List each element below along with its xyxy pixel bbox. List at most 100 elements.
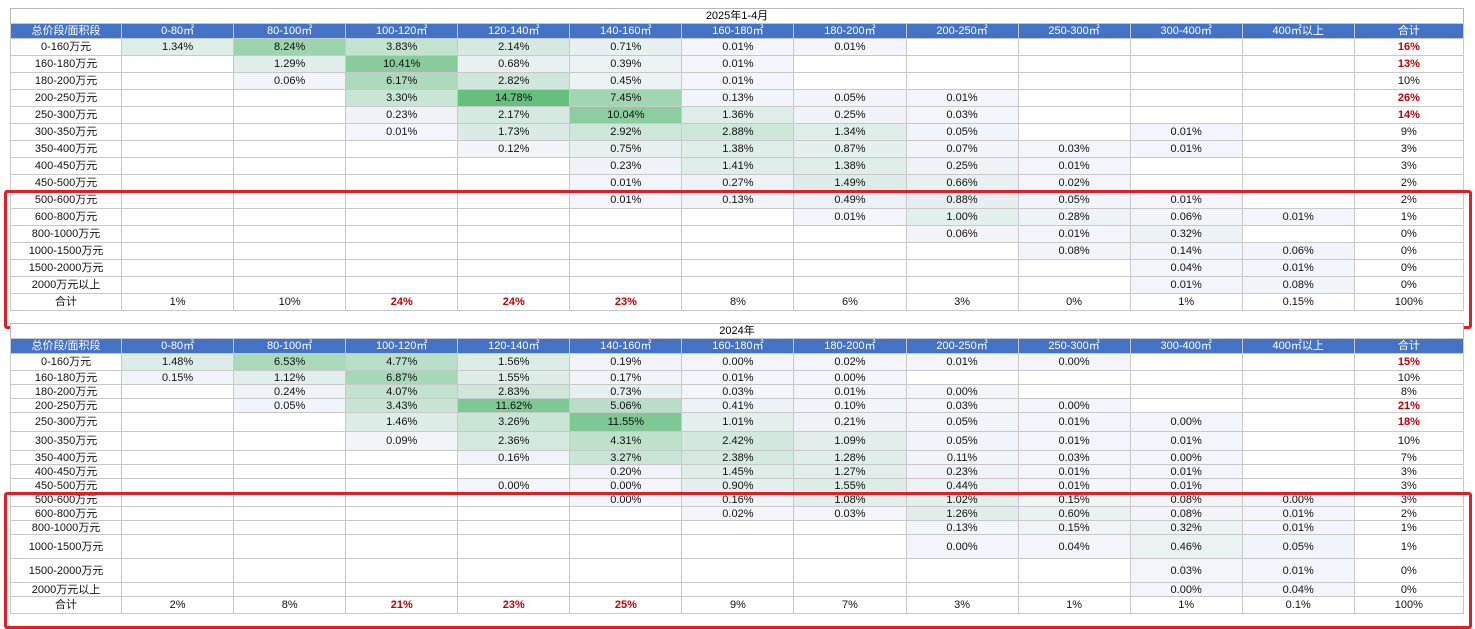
row-total-cell: 18% — [1353, 412, 1465, 432]
table-cell — [1241, 450, 1355, 465]
table-cell — [569, 506, 683, 521]
table-cell: 0.00% — [1017, 398, 1131, 413]
table-cell: 2.17% — [457, 106, 571, 124]
row-label: 合计 — [9, 293, 123, 311]
table-cell: 0.04% — [1017, 534, 1131, 559]
table-cell — [345, 464, 459, 479]
column-header: 160-180㎡ — [681, 338, 795, 354]
table-cell: 21% — [345, 596, 459, 614]
table-cell: 0.00% — [1241, 492, 1355, 507]
row-total-cell: 0% — [1353, 259, 1465, 277]
column-header: 200-250㎡ — [905, 23, 1019, 39]
table-cell — [905, 72, 1019, 90]
table-cell — [233, 225, 347, 243]
table-cell — [1241, 174, 1355, 192]
table-cell — [1129, 38, 1243, 56]
table-cell — [457, 174, 571, 192]
table-cell: 0.01% — [1129, 276, 1243, 294]
table-cell — [233, 431, 347, 451]
column-header: 180-200㎡ — [793, 23, 907, 39]
table-cell — [233, 558, 347, 583]
table-cell — [121, 398, 235, 413]
table-cell — [121, 558, 235, 583]
table-cell: 0.45% — [569, 72, 683, 90]
table-row: 800-1000万元 0.06% 0.01% 0.32% 0% — [9, 225, 1465, 243]
table-cell — [457, 242, 571, 260]
table-cell: 0.05% — [233, 398, 347, 413]
table-cell: 4.77% — [345, 353, 459, 371]
table-cell: 0.01% — [1241, 208, 1355, 226]
table-cell: 7% — [793, 596, 907, 614]
total-row: 合计 1% 10% 24% 24% 23% 8% 6% 3% 0% 1% 0.15% 100% — [9, 293, 1465, 311]
table-cell: 1.34% — [793, 123, 907, 141]
table-cell — [1241, 384, 1355, 399]
table-cell: 3% — [905, 596, 1019, 614]
column-header: 180-200㎡ — [793, 338, 907, 354]
table-cell: 8% — [233, 596, 347, 614]
table-cell: 0.00% — [1129, 582, 1243, 597]
table-cell: 0.03% — [793, 506, 907, 521]
table-cell: 3.43% — [345, 398, 459, 413]
table-cell: 0.01% — [1017, 431, 1131, 451]
table-cell: 0.02% — [681, 506, 795, 521]
column-header: 0-80㎡ — [121, 338, 235, 354]
table-cell: 0.21% — [793, 412, 907, 432]
table-cell: 0.01% — [905, 353, 1019, 371]
table-cell: 3.30% — [345, 89, 459, 107]
table-cell — [793, 55, 907, 73]
table-cell: 0.00% — [905, 534, 1019, 559]
table-cell: 0.01% — [1241, 558, 1355, 583]
table-cell — [345, 191, 459, 209]
table-cell — [233, 259, 347, 277]
table-cell: 0.01% — [1017, 464, 1131, 479]
table-cell: 3.26% — [457, 412, 571, 432]
table-cell: 1.01% — [681, 412, 795, 432]
table-cell: 0.01% — [1129, 431, 1243, 451]
table-row: 350-400万元 0.16% 3.27% 2.38% 1.28% 0.11% 0.03% 0… — [9, 450, 1465, 465]
table-cell: 10.04% — [569, 106, 683, 124]
table-cell: 0.32% — [1129, 225, 1243, 243]
table-cell: 1.55% — [457, 370, 571, 385]
table-cell — [569, 242, 683, 260]
table-cell: 14.78% — [457, 89, 571, 107]
table-title: 2025年1-4月 — [10, 8, 1464, 23]
table-cell — [121, 412, 235, 432]
table-cell: 0.15% — [121, 370, 235, 385]
row-label: 300-350万元 — [9, 123, 123, 141]
table-cell: 0.32% — [1129, 520, 1243, 535]
table-cell: 1.45% — [681, 464, 795, 479]
table-cell: 0.01% — [681, 38, 795, 56]
table-cell: 0.00% — [1017, 353, 1131, 371]
table-cell: 0.01% — [1129, 191, 1243, 209]
price-area-matrix-2024: 总价段/面积段 0-80㎡ 80-100㎡ 100-120㎡ 120-140㎡ 140-1… — [9, 338, 1465, 614]
table-cell: 0.01% — [905, 89, 1019, 107]
table-cell: 0.12% — [457, 140, 571, 158]
row-label: 300-350万元 — [9, 431, 123, 451]
table-cell — [121, 191, 235, 209]
table-cell: 0.00% — [457, 478, 571, 493]
table-cell: 0.25% — [905, 157, 1019, 175]
table-cell — [905, 38, 1019, 56]
table-cell: 0.00% — [569, 492, 683, 507]
table-cell: 1.55% — [793, 478, 907, 493]
table-cell: 0.41% — [681, 398, 795, 413]
table-cell — [681, 534, 795, 559]
table-cell — [1129, 72, 1243, 90]
table-cell — [793, 72, 907, 90]
table-cell — [1129, 89, 1243, 107]
table-cell — [121, 225, 235, 243]
table-cell: 0.05% — [793, 89, 907, 107]
table-cell — [1241, 191, 1355, 209]
table-cell: 0.49% — [793, 191, 907, 209]
row-label: 180-200万元 — [9, 384, 123, 399]
table-row: 1500-2000万元 0.04% 0.01% 0% — [9, 259, 1465, 277]
row-total-cell: 100% — [1353, 293, 1465, 311]
row-total-cell: 0% — [1353, 582, 1465, 597]
price-area-matrix-2025: 总价段/面积段 0-80㎡ 80-100㎡ 100-120㎡ 120-140㎡ 140-1… — [9, 23, 1465, 311]
table-cell — [121, 384, 235, 399]
table-cell: 10% — [233, 293, 347, 311]
table-cell: 1.28% — [793, 450, 907, 465]
table-cell: 4.07% — [345, 384, 459, 399]
row-label: 400-450万元 — [9, 157, 123, 175]
table-cell: 0.44% — [905, 478, 1019, 493]
